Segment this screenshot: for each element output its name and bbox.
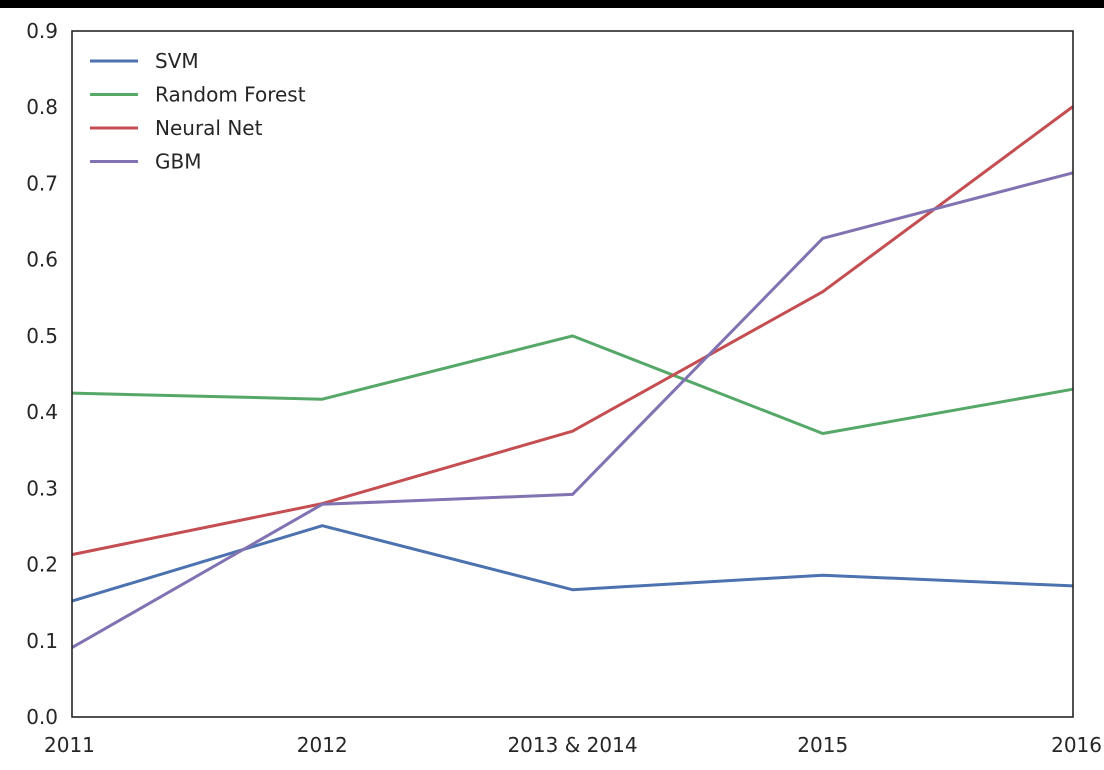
x-tick-label: 2015 xyxy=(797,733,848,757)
y-tick-label: 0.9 xyxy=(26,19,58,43)
series-line-neural-net xyxy=(71,105,1074,557)
y-tick-label: 0.7 xyxy=(26,171,58,195)
y-axis-ticks: 0.0 0.1 0.2 0.3 0.4 0.5 0.6 0.7 0.8 0.9 xyxy=(26,19,58,729)
legend-label: Neural Net xyxy=(155,116,263,140)
y-tick-label: 0.0 xyxy=(26,705,58,729)
legend-label: Random Forest xyxy=(155,83,306,107)
axes-frame xyxy=(71,30,1074,718)
x-tick-label: 2011 xyxy=(44,733,95,757)
series-line-gbm xyxy=(71,171,1074,649)
x-axis-ticks: 2011 2012 2013 & 2014 2015 2016 xyxy=(44,733,1102,757)
legend-label: SVM xyxy=(155,49,199,73)
y-tick-label: 0.8 xyxy=(26,95,58,119)
x-tick-label: 2016 xyxy=(1051,733,1102,757)
y-tick-label: 0.5 xyxy=(26,324,58,348)
figure-background xyxy=(0,8,1104,770)
y-tick-label: 0.1 xyxy=(26,629,58,653)
x-tick-label: 2012 xyxy=(297,733,348,757)
y-tick-label: 0.6 xyxy=(26,248,58,272)
y-tick-label: 0.4 xyxy=(26,400,58,424)
x-tick-label: 2013 & 2014 xyxy=(507,733,637,757)
series-line-svm xyxy=(71,524,1074,603)
series-line-random-forest xyxy=(71,334,1074,435)
legend: SVM Random Forest Neural Net GBM xyxy=(90,49,306,174)
y-tick-label: 0.2 xyxy=(26,553,58,577)
series-layer xyxy=(71,105,1074,649)
legend-label: GBM xyxy=(155,150,201,174)
y-tick-label: 0.3 xyxy=(26,476,58,500)
